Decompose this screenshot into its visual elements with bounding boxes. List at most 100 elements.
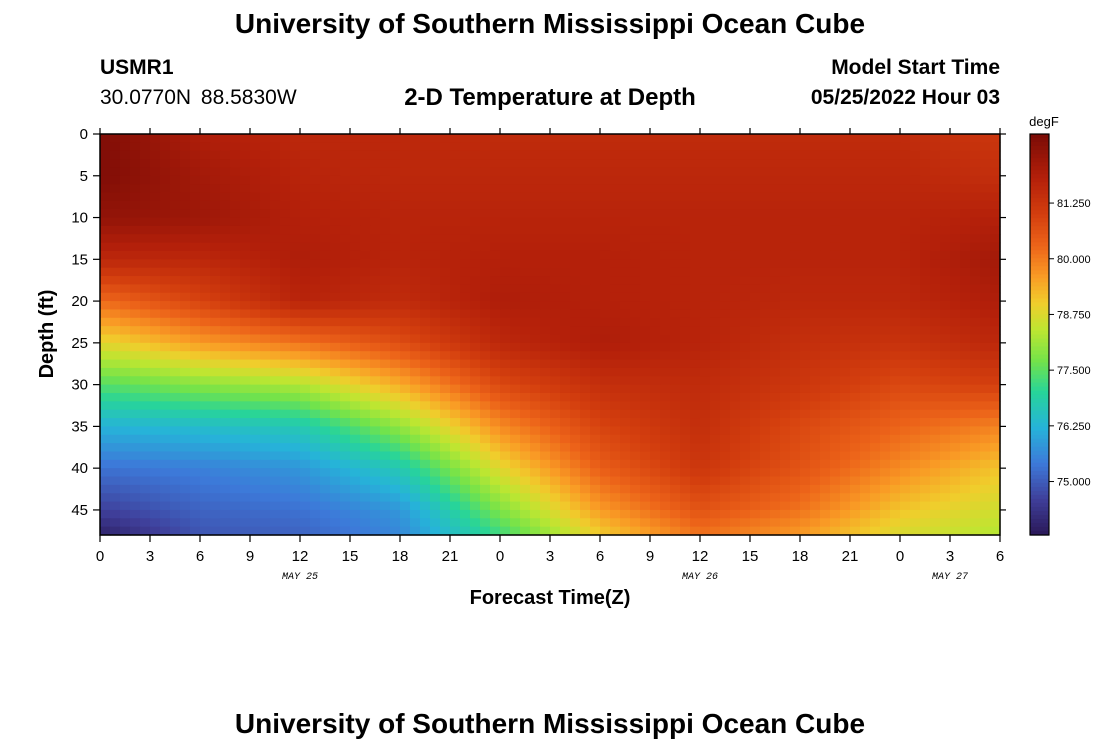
heatmap-cell	[560, 426, 571, 436]
heatmap-cell	[750, 359, 761, 369]
heatmap-cell	[690, 384, 701, 394]
heatmap-cell	[400, 159, 411, 169]
heatmap-cell	[750, 434, 761, 444]
heatmap-cell	[670, 175, 681, 185]
heatmap-cell	[480, 276, 491, 285]
heatmap-cell	[940, 225, 951, 235]
heatmap-cell	[790, 476, 801, 486]
heatmap-cell	[620, 367, 631, 377]
heatmap-cell	[640, 426, 651, 436]
heatmap-cell	[870, 309, 881, 319]
heatmap-cell	[380, 367, 391, 377]
heatmap-cell	[140, 167, 151, 177]
heatmap-cell	[380, 334, 391, 344]
heatmap-cell	[560, 259, 571, 269]
heatmap-cell	[760, 334, 771, 344]
colorbar-swatch	[1030, 206, 1049, 211]
heatmap-cell	[660, 518, 671, 528]
heatmap-cell	[490, 468, 501, 478]
x-tick-label: 3	[546, 548, 554, 565]
heatmap-cell	[840, 259, 851, 269]
heatmap-cell	[250, 250, 261, 260]
heatmap-cell	[970, 326, 981, 336]
heatmap-cell	[320, 150, 331, 160]
heatmap-cell	[240, 418, 251, 427]
heatmap-cell	[270, 217, 281, 227]
heatmap-cell	[190, 401, 201, 411]
heatmap-cell	[590, 476, 601, 486]
heatmap-cell	[220, 267, 231, 277]
heatmap-cell	[700, 409, 711, 419]
heatmap-cell	[160, 426, 171, 436]
heatmap-cell	[160, 501, 171, 511]
heatmap-cell	[640, 334, 651, 344]
heatmap-cell	[540, 276, 551, 285]
heatmap-cell	[480, 150, 491, 160]
heatmap-cell	[170, 484, 181, 494]
heatmap-cell	[400, 434, 411, 444]
heatmap-cell	[480, 192, 491, 202]
heatmap-cell	[290, 134, 301, 143]
heatmap-cell	[450, 334, 461, 344]
heatmap-cell	[980, 409, 991, 419]
heatmap-cell	[560, 484, 571, 494]
heatmap-cell	[950, 484, 961, 494]
heatmap-cell	[710, 134, 721, 143]
heatmap-cell	[930, 200, 941, 210]
heatmap-cell	[300, 317, 311, 327]
heatmap-cell	[640, 192, 651, 202]
heatmap-cell	[760, 501, 771, 511]
colorbar-swatch	[1030, 134, 1049, 139]
heatmap-cell	[840, 468, 851, 478]
heatmap-cell	[480, 509, 491, 519]
heatmap-cell	[420, 384, 431, 394]
heatmap-cell	[210, 334, 221, 344]
heatmap-cell	[710, 351, 721, 361]
heatmap-cell	[180, 509, 191, 519]
heatmap-cell	[950, 359, 961, 369]
heatmap-cell	[840, 384, 851, 394]
heatmap-cell	[370, 509, 381, 519]
heatmap-cell	[140, 209, 151, 219]
heatmap-cell	[520, 409, 531, 419]
heatmap-cell	[100, 292, 111, 302]
heatmap-cell	[170, 184, 181, 194]
heatmap-cell	[420, 159, 431, 169]
heatmap-cell	[170, 526, 181, 536]
heatmap-cell	[860, 192, 871, 202]
heatmap-cell	[920, 468, 931, 478]
heatmap-cell	[710, 309, 721, 319]
heatmap-cell	[910, 484, 921, 494]
heatmap-cell	[910, 284, 921, 294]
heatmap-cell	[580, 451, 591, 461]
colorbar-swatch	[1030, 366, 1049, 372]
colorbar-swatch	[1030, 322, 1049, 328]
heatmap-cell	[140, 509, 151, 519]
heatmap-cell	[250, 301, 261, 311]
heatmap-cell	[950, 217, 961, 227]
x-tick-label: 0	[896, 548, 904, 565]
heatmap-cell	[420, 134, 431, 143]
heatmap-cell	[750, 334, 761, 344]
heatmap-cell	[950, 451, 961, 461]
heatmap-cell	[910, 426, 921, 436]
heatmap-cell	[160, 259, 171, 269]
colorbar-swatch	[1030, 326, 1049, 332]
heatmap-cell	[610, 468, 621, 478]
heatmap-cell	[660, 392, 671, 402]
heatmap-cell	[600, 501, 611, 511]
heatmap-cell	[600, 326, 611, 336]
heatmap-cell	[460, 326, 471, 336]
heatmap-cell	[100, 342, 111, 352]
heatmap-cell	[960, 359, 971, 369]
heatmap-cell	[170, 501, 181, 511]
heatmap-cell	[440, 334, 451, 344]
heatmap-cell	[890, 200, 901, 210]
colorbar-swatch	[1030, 506, 1049, 512]
heatmap-cell	[500, 142, 511, 152]
heatmap-cell	[830, 351, 841, 361]
heatmap-cell	[420, 326, 431, 336]
heatmap-cell	[750, 284, 761, 294]
heatmap-cell	[480, 167, 491, 177]
heatmap-cell	[160, 392, 171, 402]
